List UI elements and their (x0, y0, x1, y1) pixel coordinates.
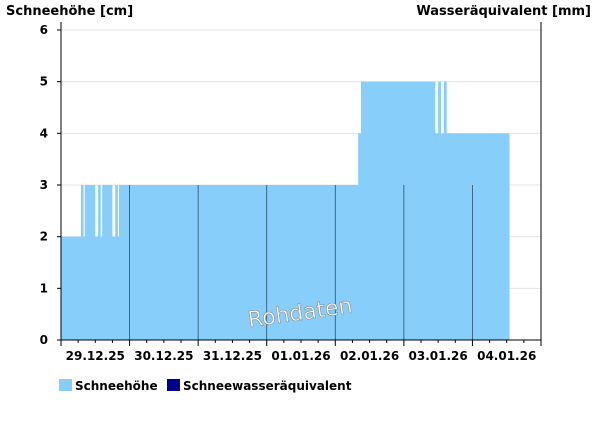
y-tick-label: 0 (40, 333, 48, 347)
y-tick-label: 5 (40, 75, 48, 89)
y-ticks: 0 1 2 3 4 5 6 (40, 23, 61, 347)
legend: Schneehöhe Schneewasseräquivalent (59, 379, 352, 393)
y-tick-label: 4 (40, 126, 48, 140)
x-tick-label: 02.01.26 (340, 349, 399, 363)
x-tick-label: 03.01.26 (409, 349, 468, 363)
legend-label-schneehoehe: Schneehöhe (75, 379, 158, 393)
day-separators (129, 185, 473, 340)
x-ticks: 29.12.25 30.12.25 31.12.25 01.01.26 02.01.26… (60, 340, 542, 363)
y-tick-label: 1 (40, 281, 48, 295)
x-tick-label: 31.12.25 (203, 349, 262, 363)
series-area (61, 81, 510, 341)
y-tick-label: 3 (40, 178, 48, 192)
legend-label-schneewasseraequivalent: Schneewasseräquivalent (183, 379, 352, 393)
x-tick-label: 29.12.25 (66, 349, 125, 363)
x-tick-label: 04.01.26 (477, 349, 536, 363)
left-axis-title: Schneehöhe [cm] (6, 4, 133, 19)
x-tick-label: 30.12.25 (134, 349, 193, 363)
x-tick-label: 01.01.26 (271, 349, 330, 363)
legend-swatch-schneewasseraequivalent (167, 379, 180, 391)
y-tick-label: 2 (40, 230, 48, 244)
legend-swatch-schneehoehe (59, 379, 72, 391)
y-tick-label: 6 (40, 23, 48, 37)
right-axis-title: Wasseräquivalent [mm] (416, 4, 591, 19)
area-series-schneehoehe (61, 81, 510, 341)
